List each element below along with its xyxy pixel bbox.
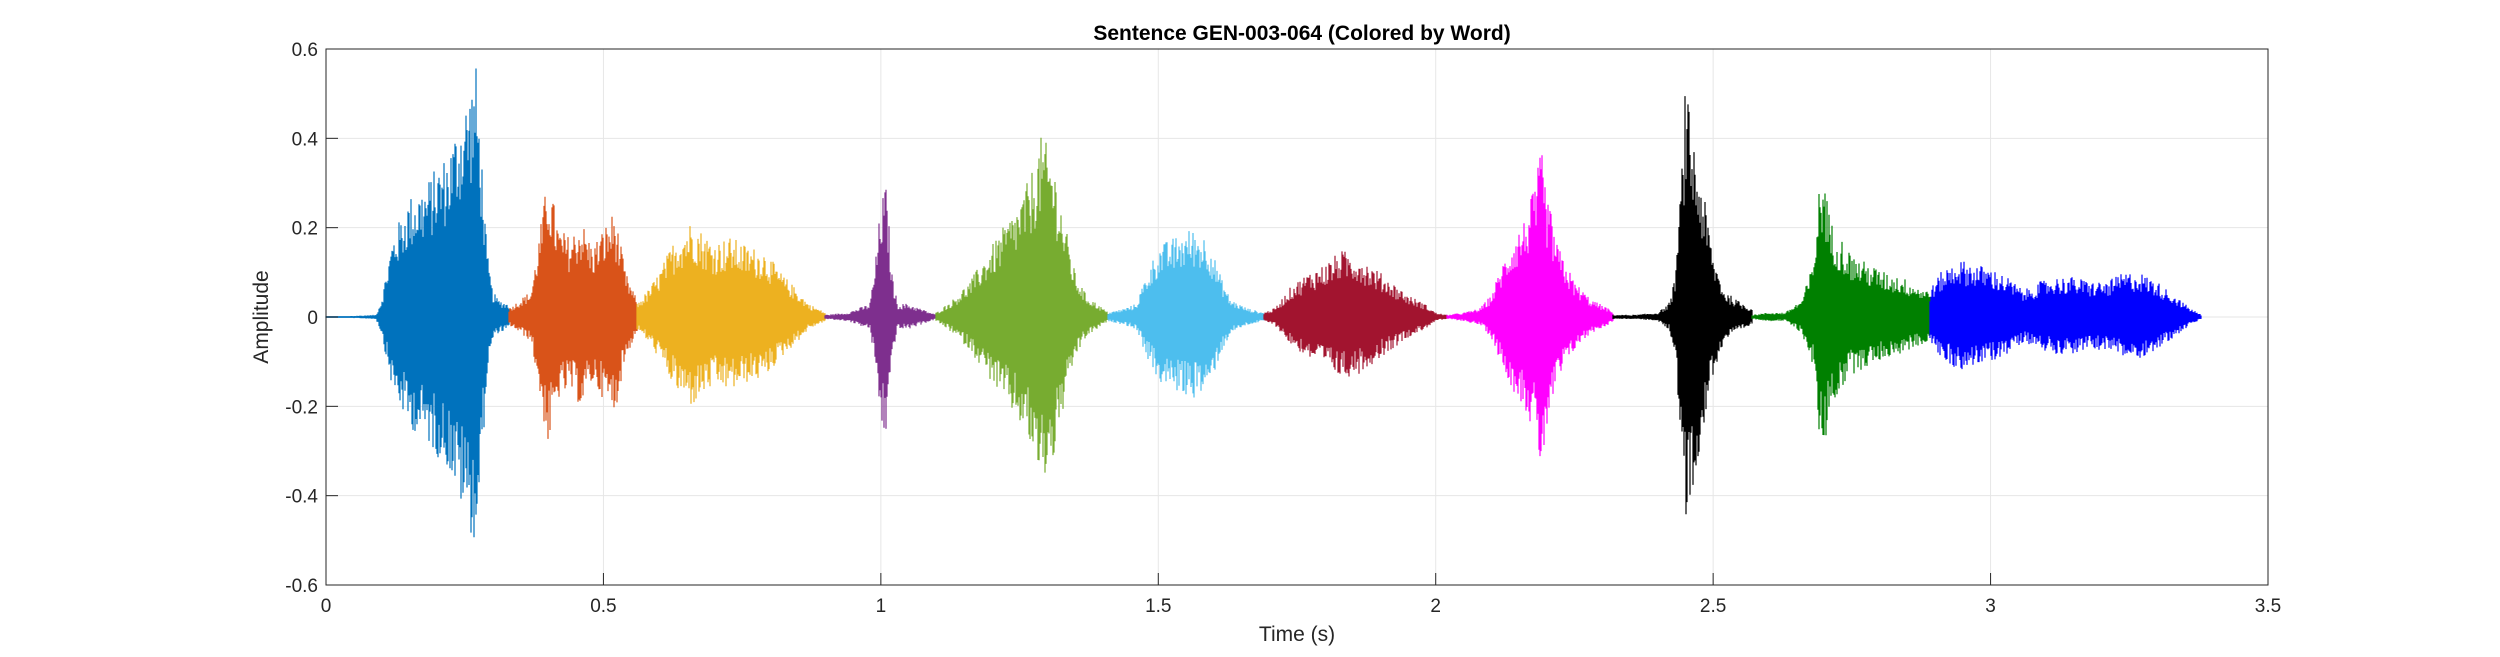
x-tick-label: 2.5 bbox=[1700, 596, 1726, 617]
x-axis-label: Time (s) bbox=[1259, 623, 1335, 646]
y-axis-label: Amplitude bbox=[250, 270, 273, 363]
y-tick-label: -0.4 bbox=[285, 487, 318, 508]
word-waveform-3 bbox=[636, 226, 826, 404]
x-tick-label: 1 bbox=[876, 596, 887, 617]
y-tick-label: 0 bbox=[307, 308, 318, 329]
y-tick-label: 0.2 bbox=[292, 219, 318, 240]
x-tick-label: 1.5 bbox=[1145, 596, 1171, 617]
word-waveform-6 bbox=[1107, 231, 1265, 398]
x-tick-label: 0.5 bbox=[590, 596, 616, 617]
y-tick-label: -0.6 bbox=[285, 576, 318, 597]
word-waveforms bbox=[325, 68, 2202, 538]
x-tick-label: 2 bbox=[1430, 596, 1441, 617]
word-waveform-5 bbox=[935, 137, 1109, 473]
y-tick-label: -0.2 bbox=[285, 397, 318, 418]
y-tick-label: 0.6 bbox=[292, 40, 318, 61]
word-waveform-4 bbox=[824, 189, 937, 429]
chart-title: Sentence GEN-003-064 (Colored by Word) bbox=[1093, 22, 1510, 45]
y-tick-label: 0.4 bbox=[292, 129, 319, 150]
x-tick-label: 0 bbox=[321, 596, 332, 617]
word-waveform-9 bbox=[1612, 96, 1753, 515]
x-tick-label: 3.5 bbox=[2255, 596, 2281, 617]
word-waveform-2 bbox=[508, 196, 638, 439]
word-waveform-11 bbox=[1929, 261, 2202, 370]
axes: 0 0.5 1 1.5 2 2.5 3 3.5 -0.6 -0.4 -0.2 0 0.2 0.4 0.6 bbox=[285, 40, 2281, 617]
word-waveform-7 bbox=[1263, 251, 1448, 377]
word-waveform-8 bbox=[1446, 155, 1614, 457]
word-waveform-10 bbox=[1751, 193, 1931, 436]
x-tick-label: 3 bbox=[1985, 596, 1996, 617]
